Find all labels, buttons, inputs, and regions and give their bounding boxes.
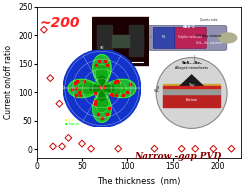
Point [42, 28, 46, 31]
Point [116, 147, 120, 150]
X-axis label: The thickness  (nm): The thickness (nm) [97, 177, 180, 186]
Point [180, 147, 183, 150]
Point [152, 147, 156, 150]
Point [89, 147, 93, 150]
Point [211, 147, 215, 150]
Point [80, 142, 84, 145]
Point [51, 145, 55, 148]
Text: ~200: ~200 [40, 15, 80, 29]
Y-axis label: Current on/off ratio: Current on/off ratio [3, 45, 12, 119]
Point [48, 77, 52, 80]
Text: Narrow -gap PVD: Narrow -gap PVD [134, 152, 222, 161]
Point [66, 136, 70, 139]
Point [60, 145, 64, 148]
Point [230, 147, 234, 150]
Point [57, 102, 61, 105]
Point [193, 147, 197, 150]
